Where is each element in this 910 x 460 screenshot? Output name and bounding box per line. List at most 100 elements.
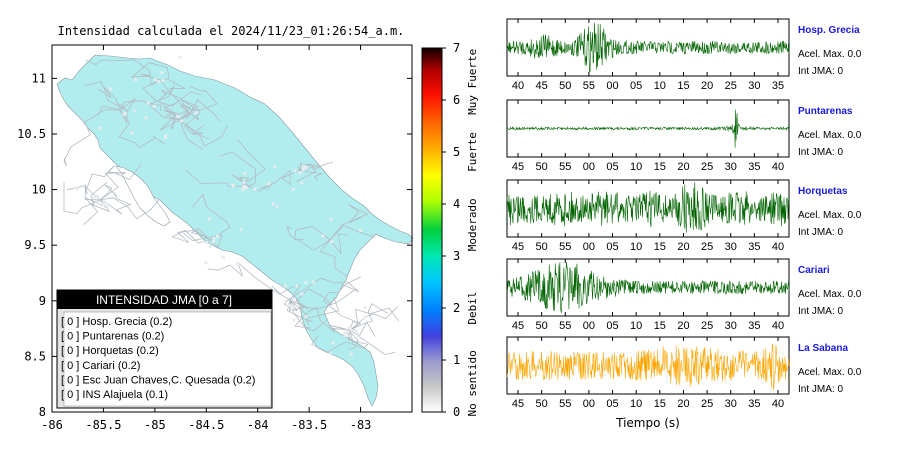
town-marker	[122, 112, 126, 116]
town-marker	[330, 240, 334, 244]
waveform-tick-label: 10	[630, 320, 642, 332]
colorbar-category-label: Muy Fuerte	[466, 49, 479, 115]
peak-acceleration-value: 0.0	[845, 289, 862, 300]
map-x-tick-label: -83	[350, 418, 372, 432]
map-y-axis: 11 10.5 10 9.5 9 8.5 8	[17, 71, 412, 419]
road	[142, 79, 202, 107]
waveform-tick-label: 30	[748, 80, 760, 92]
map-x-tick-label: -85.5	[85, 418, 121, 432]
road	[179, 119, 204, 150]
peak-acceleration-value: 0.0	[845, 367, 862, 378]
town-marker	[75, 187, 79, 191]
road	[207, 261, 291, 301]
town-marker	[293, 169, 297, 173]
town-marker	[287, 304, 291, 307]
road	[179, 119, 228, 147]
waveform-tick-label: 05	[606, 241, 618, 253]
road	[349, 306, 398, 331]
town-marker	[356, 334, 360, 338]
road	[86, 165, 127, 201]
legend-item: [ 0 ] INS Alajuela (0.1)	[61, 389, 168, 401]
road	[349, 307, 400, 331]
road	[299, 161, 333, 171]
road	[344, 321, 376, 344]
town-marker	[153, 78, 157, 82]
waveform-tick-label: 30	[725, 398, 737, 410]
town-marker	[109, 87, 112, 91]
town-marker	[105, 202, 108, 206]
map-y-tick-label: 9	[39, 294, 46, 308]
waveform-tick-label: 35	[748, 241, 760, 253]
waveform-tick-label: 10	[630, 398, 642, 410]
town-marker	[349, 328, 353, 332]
colorbar-tick-label: 3	[453, 249, 460, 263]
jma-intensity: Int JMA: 0	[798, 147, 843, 158]
town-marker	[284, 284, 288, 288]
town-marker	[212, 240, 215, 243]
peak-acceleration-label: Acel. Max.	[798, 130, 845, 141]
waveform-tick-label: 10	[654, 80, 666, 92]
town-marker	[253, 187, 257, 191]
waveform-tick-label: 35	[748, 398, 760, 410]
colorbar-category-label: Debil	[466, 291, 479, 324]
peak-acceleration-label: Acel. Max.	[798, 210, 845, 221]
town-marker	[290, 304, 294, 308]
road	[85, 59, 161, 86]
map-x-axis: -86 -85.5 -85 -84.5 -84 -83.5 -83	[41, 45, 371, 432]
town-marker	[194, 111, 198, 115]
waveform-trace	[506, 182, 790, 233]
road	[220, 151, 257, 187]
road	[99, 184, 118, 201]
town-marker	[231, 184, 235, 188]
town-marker	[152, 104, 156, 108]
town-marker	[354, 331, 358, 335]
road	[231, 139, 266, 187]
road	[171, 229, 211, 243]
colorbar-labels: No sentido Debil Moderado Fuerte Muy Fuerte	[466, 49, 479, 417]
town-marker	[222, 256, 225, 259]
map-x-tick-label: -85	[144, 418, 166, 432]
road	[63, 182, 101, 215]
waveform-tick-label: 50	[536, 161, 548, 173]
town-marker	[244, 186, 248, 189]
map-y-tick-label: 11	[32, 71, 46, 85]
road	[289, 277, 360, 301]
town-marker	[321, 234, 325, 238]
town-marker	[134, 78, 137, 81]
waveform-trace	[506, 22, 790, 73]
road	[310, 329, 369, 353]
colorbar-tick-label: 2	[453, 301, 460, 315]
map-x-tick-label: -86	[41, 418, 63, 432]
map-x-tick-label: -83.5	[291, 418, 327, 432]
waveform-tick-label: 40	[772, 161, 784, 173]
town-marker	[102, 203, 106, 207]
town-marker	[363, 315, 367, 319]
jma-intensity-label: Int JMA:	[798, 147, 835, 158]
town-marker	[329, 217, 333, 221]
waveform-tick-label: 50	[536, 398, 548, 410]
town-marker	[304, 315, 308, 319]
colorbar-gradient	[421, 47, 443, 413]
waveform-tick-label: 40	[772, 320, 784, 332]
waveform-panel: 45 50 55 00 05 10 15 20 25 30 35 40 Puntarenas Acel. …	[506, 99, 862, 173]
road	[289, 288, 333, 309]
waveform-tick-label: 30	[725, 161, 737, 173]
road	[148, 85, 181, 121]
waveform-tick-label: 45	[536, 80, 548, 92]
town-marker	[216, 234, 219, 238]
road	[99, 164, 142, 201]
legend-items: [ 0 ] Hosp. Grecia (0.2) [ 0 ] Puntarenas…	[61, 316, 255, 401]
road	[294, 225, 331, 241]
jma-intensity-label: Int JMA:	[798, 306, 835, 317]
peak-acceleration-label: Acel. Max.	[798, 49, 845, 60]
town-marker	[212, 236, 216, 240]
town-marker	[349, 352, 353, 356]
map-frame	[51, 44, 413, 413]
road	[289, 288, 357, 313]
peak-acceleration: Acel. Max. 0.0	[798, 367, 862, 378]
town-marker	[311, 280, 315, 284]
peak-acceleration-label: Acel. Max.	[798, 367, 845, 378]
town-marker	[329, 352, 333, 356]
waveform-tick-label: 15	[654, 161, 666, 173]
